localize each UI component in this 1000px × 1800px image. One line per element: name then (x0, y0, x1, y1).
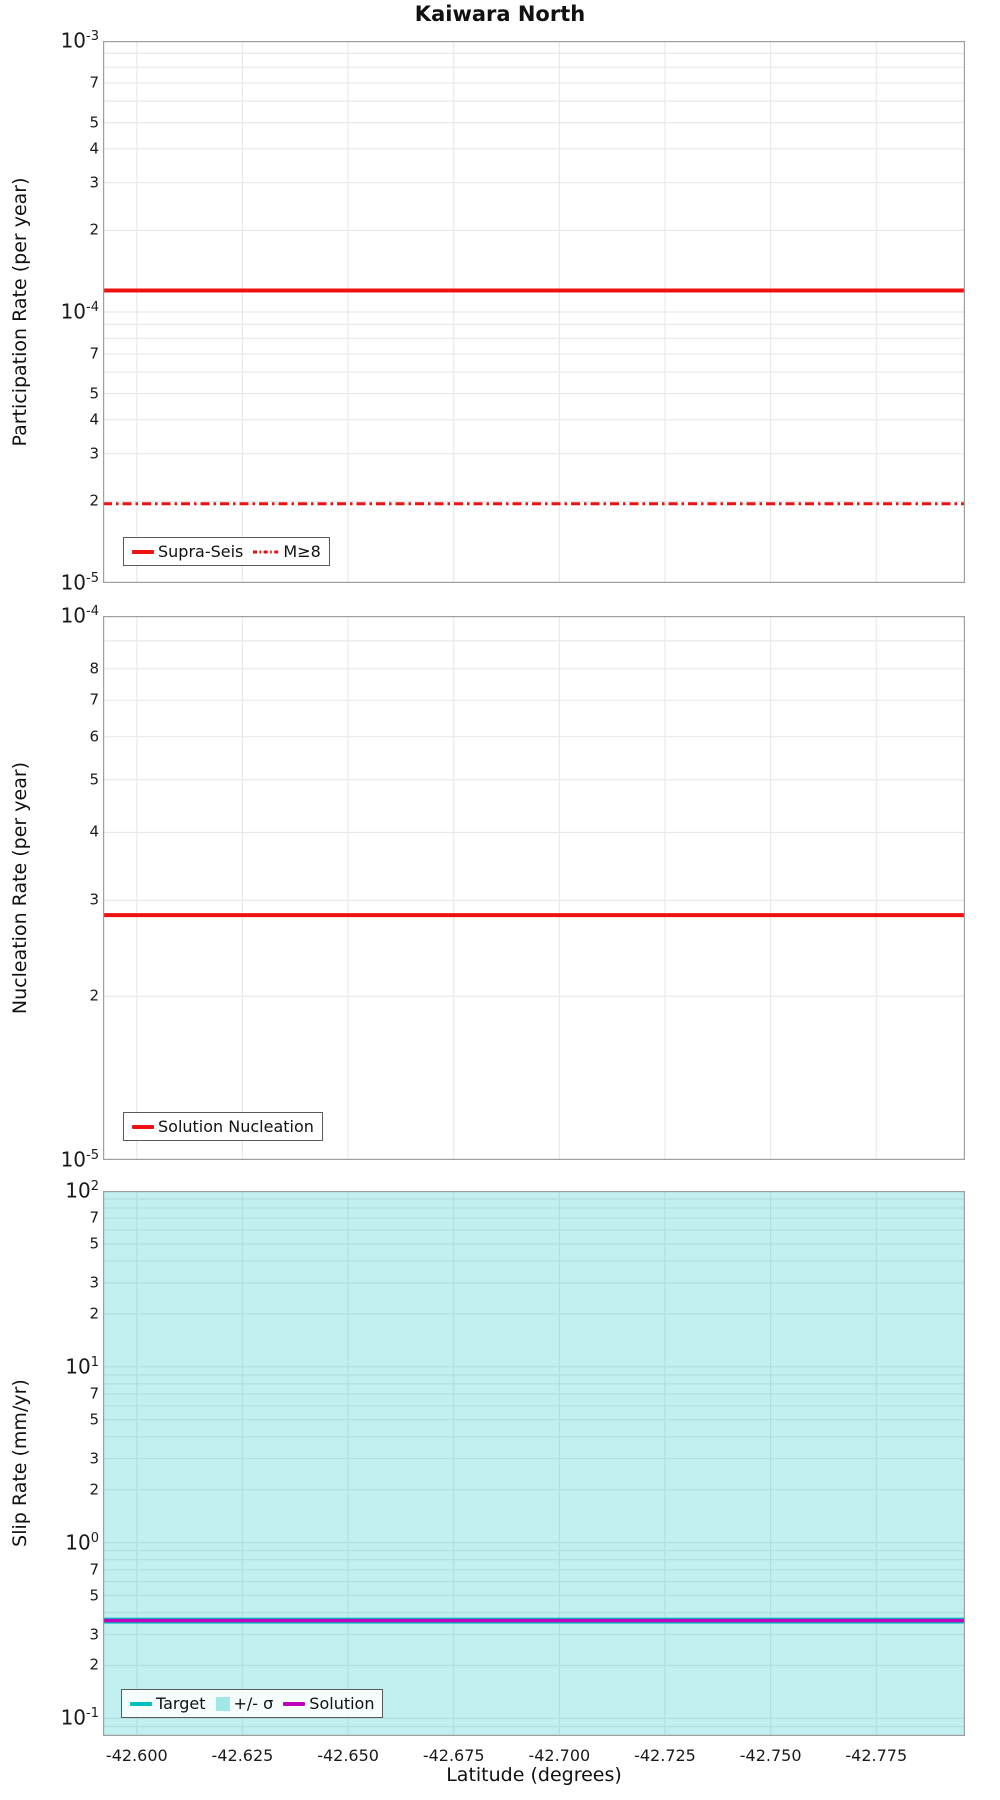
y-tick-label-minor: 3 (89, 444, 99, 463)
y-tick-label-major: 10-4 (60, 603, 99, 628)
y-tick-label-minor: 5 (89, 384, 99, 403)
y-tick-label-minor: 7 (89, 1208, 99, 1227)
legend-label: Supra-Seis (158, 542, 244, 561)
y-tick-label-major: 10-4 (60, 299, 99, 324)
legend-swatch-solid-line (132, 1124, 154, 1129)
legend-label: Solution (309, 1694, 375, 1713)
x-tick-label: -42.625 (211, 1746, 274, 1765)
x-tick-label: -42.775 (845, 1746, 908, 1765)
legend-label: Target (156, 1694, 206, 1713)
y-tick-label-minor: 3 (89, 1273, 99, 1292)
y-tick-label-minor: 5 (89, 1586, 99, 1605)
y-tick-label-major: 10-5 (60, 570, 99, 595)
y-tick-label-minor: 5 (89, 770, 99, 789)
legend-label: +/- σ (233, 1694, 274, 1713)
y-tick-label-minor: 3 (89, 891, 99, 910)
legend-item: Solution (283, 1694, 374, 1713)
legend-label: Solution Nucleation (158, 1117, 314, 1136)
x-tick-label: -42.700 (528, 1746, 591, 1765)
y-tick-label-minor: 5 (89, 1410, 99, 1429)
legend: Supra-Seis M≥8 (123, 537, 330, 566)
y-tick-label-minor: 4 (89, 823, 99, 842)
legend-swatch-dashdot-line (253, 550, 280, 553)
y-tick-label-minor: 4 (89, 139, 99, 158)
legend-swatch-solid-line (283, 1701, 306, 1706)
y-tick-label-minor: 3 (89, 1449, 99, 1468)
y-tick-label-minor: 2 (89, 492, 99, 511)
y-tick-label-minor: 2 (89, 1656, 99, 1675)
y-tick-label-minor: 2 (89, 221, 99, 240)
y-tick-label-minor: 3 (89, 1625, 99, 1644)
y-tick-label-major: 10-1 (60, 1705, 99, 1730)
y-axis-label-participation-rate: Participation Rate (per year) (9, 177, 31, 447)
participation-rate-plot (103, 41, 965, 583)
y-tick-label-minor: 3 (89, 173, 99, 192)
slip-rate-plot (103, 1191, 965, 1736)
y-tick-label-minor: 6 (89, 727, 99, 746)
y-tick-label-minor: 7 (89, 73, 99, 92)
y-tick-label-minor: 2 (89, 1304, 99, 1323)
y-tick-label-minor: 8 (89, 659, 99, 678)
legend: Solution Nucleation (123, 1112, 323, 1141)
legend-item: Supra-Seis (132, 542, 243, 561)
x-tick-label: -42.725 (634, 1746, 696, 1765)
chart-title: Kaiwara North (414, 2, 586, 26)
y-tick-label-minor: 2 (89, 986, 99, 1005)
legend-label: M≥8 (283, 542, 321, 561)
x-tick-label: -42.600 (105, 1746, 168, 1765)
y-tick-label-minor: 7 (89, 1384, 99, 1403)
legend-swatch-solid-line (130, 1701, 152, 1706)
y-tick-label-minor: 2 (89, 1480, 99, 1499)
y-tick-label-minor: 5 (89, 1234, 99, 1253)
y-tick-label-major: 102 (65, 1178, 99, 1203)
legend: Target +/- σ Solution (121, 1689, 384, 1718)
y-tick-label-minor: 7 (89, 344, 99, 363)
y-axis-label-slip-rate: Slip Rate (mm/yr) (9, 1379, 31, 1547)
x-axis-label: Latitude (degrees) (446, 1764, 622, 1786)
legend-swatch-solid-line (132, 549, 154, 554)
legend-item: +/- σ (215, 1694, 274, 1713)
y-axis-label-nucleation-rate: Nucleation Rate (per year) (9, 761, 31, 1015)
y-tick-label-major: 10-5 (60, 1147, 99, 1172)
y-tick-label-minor: 4 (89, 410, 99, 429)
x-tick-label: -42.650 (317, 1746, 379, 1765)
x-tick-label: -42.675 (422, 1746, 485, 1765)
y-tick-label-major: 10-3 (60, 28, 99, 53)
y-tick-label-minor: 5 (89, 113, 99, 132)
y-tick-label-minor: 7 (89, 690, 99, 709)
legend-item: M≥8 (253, 542, 321, 561)
legend-item: Target (130, 1694, 206, 1713)
legend-item: Solution Nucleation (132, 1117, 314, 1136)
y-tick-label-major: 101 (65, 1354, 99, 1379)
y-tick-label-minor: 7 (89, 1560, 99, 1579)
y-tick-label-major: 100 (65, 1530, 99, 1555)
nucleation-rate-plot (103, 616, 965, 1160)
x-tick-label: -42.750 (739, 1746, 802, 1765)
legend-swatch-sigma-patch (215, 1696, 230, 1711)
